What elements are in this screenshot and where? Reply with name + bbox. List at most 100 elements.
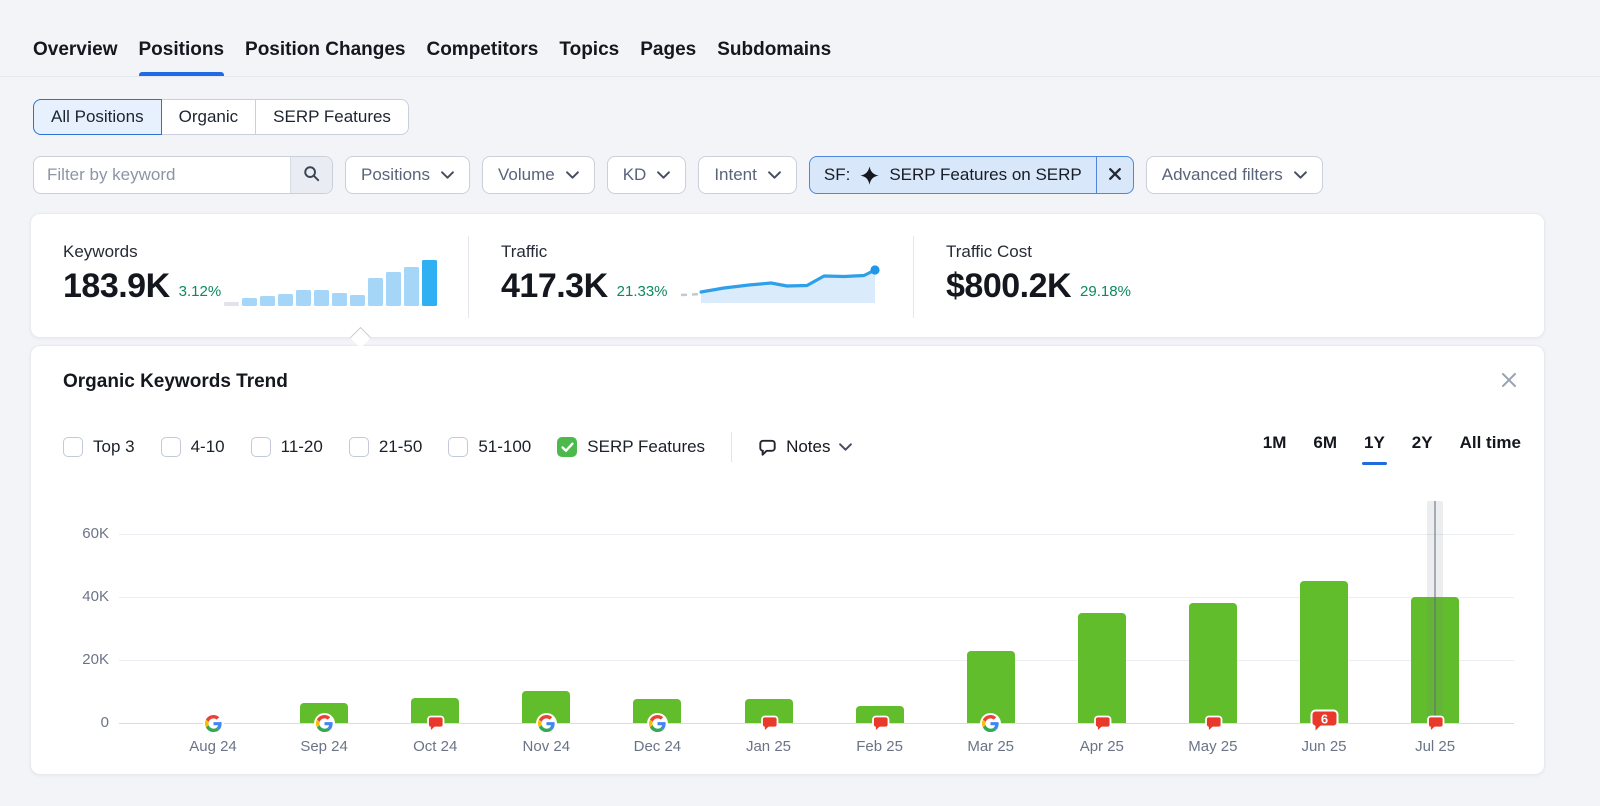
traffic-cost-change: 29.18% [1080,283,1131,300]
unchecked-checkbox-icon[interactable] [348,437,369,457]
checkbox-label: Top 3 [93,437,135,456]
checkbox-label: 21-50 [378,437,423,456]
note-marker-icon[interactable] [1092,714,1112,734]
tab-positions[interactable]: Positions [138,39,224,76]
unchecked-checkbox-icon[interactable] [160,437,181,457]
advanced-filters-label: Advanced filters [1161,165,1283,184]
google-update-icon[interactable] [646,712,668,734]
notes-dropdown[interactable]: Notes [758,437,853,457]
tab-pages[interactable]: Pages [640,39,697,60]
x-axis-label: Jun 25 [1301,738,1347,755]
note-marker-icon[interactable] [1203,714,1223,734]
search-button[interactable] [290,157,332,193]
y-axis-label: 40K [82,588,109,605]
keywords-sparkline-bars [224,260,437,306]
time-range-all-time[interactable]: All time [1459,433,1521,452]
tab-position-changes[interactable]: Position Changes [245,39,406,60]
chart-title: Organic Keywords Trend [63,371,288,392]
top-navigation: Overview Positions Position Changes Competi… [0,0,1600,77]
unchecked-checkbox-icon[interactable] [250,437,271,457]
filter-checkbox-51-100[interactable]: 51-100 [448,437,531,457]
keywords-label: Keywords [63,242,138,261]
checked-checkbox-icon[interactable] [557,437,578,457]
trend-bar-apr-25[interactable] [1077,613,1126,723]
filter-dropdown-label: KD [622,165,647,184]
tab-subdomains[interactable]: Subdomains [717,39,832,60]
x-axis-label: Dec 24 [633,738,682,755]
x-axis-label: Mar 25 [967,738,1015,755]
filter-checkbox-4-10[interactable]: 4-10 [160,437,225,457]
filter-dropdown-intent[interactable]: Intent [698,156,797,194]
x-axis-label: Apr 25 [1079,738,1124,755]
gridline-40k [119,597,1514,598]
segment-organic[interactable]: Organic [160,99,257,135]
time-range-1m[interactable]: 1M [1262,433,1287,452]
segment-all-positions[interactable]: All Positions [33,99,162,135]
x-axis-label: Jul 25 [1415,738,1456,755]
chevron-down-icon [657,171,671,179]
chevron-down-icon [565,171,579,179]
keyword-filter-input[interactable] [33,156,333,194]
unchecked-checkbox-icon[interactable] [448,437,469,457]
google-update-icon[interactable] [535,712,557,734]
serp-features-icon [859,165,880,186]
google-update-icon[interactable] [313,712,335,734]
tab-overview[interactable]: Overview [33,39,118,60]
keywords-metric[interactable]: Keywords 183.9K 3.12% [63,242,221,303]
advanced-filters-dropdown[interactable]: Advanced filters [1145,156,1323,194]
filter-dropdown-volume[interactable]: Volume [481,156,595,194]
note-marker-icon[interactable] [870,714,890,734]
tab-competitors[interactable]: Competitors [426,39,539,60]
traffic-cost-metric[interactable]: Traffic Cost $800.2K 29.18% [946,242,1131,303]
trend-bar-jun-25[interactable] [1300,581,1348,723]
checkbox-label: 51-100 [478,437,532,456]
filter-checkbox-11-20[interactable]: 11-20 [250,437,323,457]
notes-flag-icon [758,438,777,457]
search-icon [303,165,320,185]
unchecked-checkbox-icon[interactable] [63,437,83,457]
chevron-down-icon [1293,171,1307,179]
filter-checkbox-21-50[interactable]: 21-50 [348,437,423,457]
close-chart-button[interactable] [1498,370,1520,392]
segment-serp-features[interactable]: SERP Features [255,99,409,135]
filter-dropdown-positions[interactable]: Positions [345,156,470,194]
filter-checkbox-serp-features[interactable]: SERP Features [557,437,705,457]
checkbox-label: SERP Features [587,437,706,456]
filter-checkbox-top-3[interactable]: Top 3 [63,437,135,457]
traffic-sparkline-svg [680,265,880,303]
x-axis-label: Feb 25 [856,738,903,755]
time-range-1y[interactable]: 1Y [1362,433,1387,465]
traffic-label: Traffic [501,242,548,261]
google-update-icon[interactable] [202,712,224,734]
note-marker-icon[interactable] [759,714,779,734]
traffic-sparkline [679,258,883,311]
keywords-value: 183.9K [63,267,170,305]
hover-highlight-band [1427,501,1444,723]
tab-topics[interactable]: Topics [559,39,620,60]
trend-bar-may-25[interactable] [1188,603,1237,723]
keyword-filter-text[interactable] [34,157,290,193]
x-axis-label: Aug 24 [189,738,237,755]
note-marker-icon[interactable] [425,714,445,734]
notes-label: Notes [786,437,831,456]
notes-badge[interactable]: 6 [1309,708,1340,736]
time-range-2y[interactable]: 2Y [1411,433,1433,452]
trend-bar-feb-25[interactable] [855,706,904,723]
serp-features-filter-chip[interactable]: SF: SERP Features on SERP [808,156,1134,194]
filter-dropdown-kd[interactable]: KD [606,156,687,194]
chip-prefix-label: SF: [823,165,851,184]
keywords-change: 3.12% [178,283,222,300]
traffic-metric[interactable]: Traffic 417.3K 21.33% [501,242,668,303]
trend-bar-mar-25[interactable] [966,651,1015,723]
gridline-60k [119,534,1514,535]
chevron-down-icon [767,171,781,179]
remove-filter-button[interactable] [1095,157,1133,193]
x-axis-label: Nov 24 [522,738,571,755]
gridline-20k [119,660,1514,661]
time-range-6m[interactable]: 6M [1313,433,1337,452]
y-axis-label: 20K [82,651,109,668]
note-marker-icon[interactable] [1425,714,1445,734]
x-axis-label: Jan 25 [745,738,792,755]
google-update-icon[interactable] [980,712,1002,734]
traffic-change: 21.33% [616,283,668,300]
